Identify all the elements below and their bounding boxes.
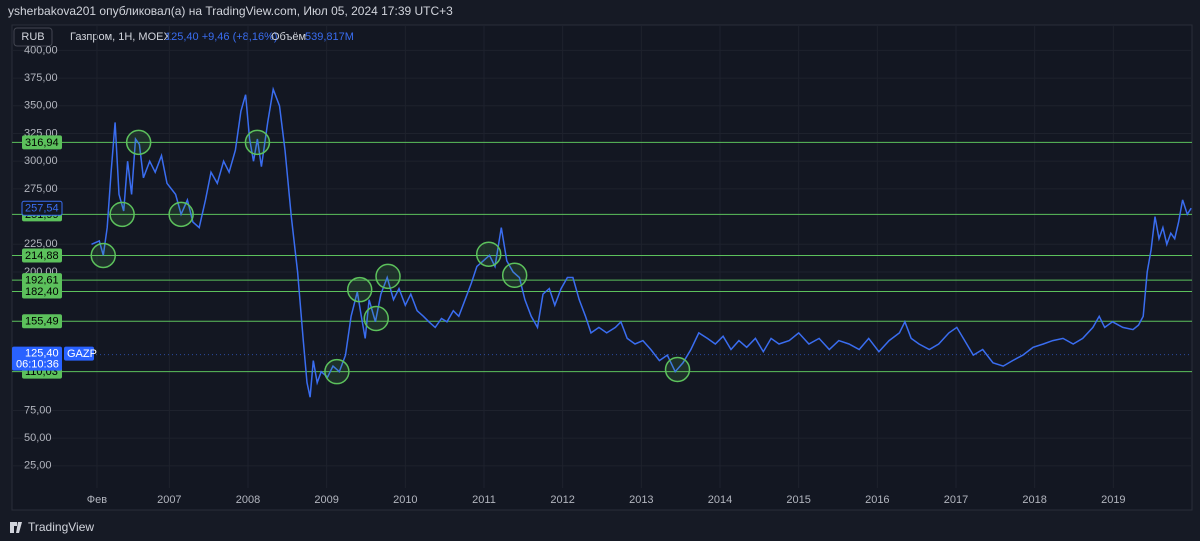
highlight-circle: [244, 129, 271, 156]
y-tick-label: 275,00: [24, 183, 58, 195]
highlight-circle: [501, 262, 528, 289]
highlight-circle: [346, 276, 373, 303]
countdown: 06:10:36: [16, 359, 59, 371]
symbol-bg: [64, 346, 94, 361]
level-label: 155,49: [25, 316, 59, 328]
x-tick-label: 2019: [1101, 494, 1125, 506]
footer: TradingView: [28, 520, 94, 534]
highlight-circle: [109, 201, 135, 228]
x-tick-label: 2012: [550, 494, 574, 506]
x-tick-label: Фев: [87, 494, 107, 506]
footer-logo: [10, 522, 22, 533]
level-label: 214,88: [25, 250, 59, 262]
y-tick-label: 400,00: [24, 44, 58, 56]
x-tick-label: 2010: [393, 494, 417, 506]
highlight-circle: [475, 241, 502, 267]
x-tick-label: 2018: [1022, 494, 1046, 506]
y-tick-label: 75,00: [24, 404, 52, 416]
symbol-label: GAZP: [67, 348, 97, 360]
level-label: 316,94: [25, 137, 59, 149]
header: ysherbakova201 опубликовал(а) на Trading…: [8, 4, 453, 18]
last-value-label: 257,54: [25, 203, 59, 215]
highlight-circle: [375, 263, 401, 290]
highlight-circle: [363, 305, 389, 332]
level-label: 192,61: [25, 275, 59, 287]
volume: 539,817M: [305, 31, 354, 43]
highlight-circle: [664, 356, 691, 383]
y-tick-label: 50,00: [24, 432, 52, 444]
highlight-circle: [324, 358, 350, 385]
y-tick-label: 375,00: [24, 72, 58, 84]
quote: 125,40 +9,46 (+8,16%): [165, 31, 278, 43]
current-price-label: 125,40: [25, 348, 59, 360]
currency-box[interactable]: [13, 27, 53, 47]
x-tick-label: 2007: [157, 494, 181, 506]
volume-label: Объём: [271, 31, 306, 43]
x-tick-label: 2011: [472, 494, 496, 506]
x-tick-label: 2008: [236, 494, 260, 506]
y-tick-label: 300,00: [24, 155, 58, 167]
level-label-bg: [22, 273, 62, 288]
x-tick-label: 2013: [629, 494, 653, 506]
last-value-bg: [21, 200, 63, 216]
current-price-bg: [12, 346, 62, 371]
highlight-circle: [90, 242, 117, 269]
level-label: 182,40: [25, 286, 59, 298]
level-label-bg: [22, 314, 62, 329]
logo-icon: [10, 522, 22, 533]
x-tick-label: 2014: [708, 494, 732, 506]
x-tick-label: 2009: [314, 494, 338, 506]
instrument: Газпром, 1Н, MOEX: [70, 31, 171, 43]
y-tick-label: 350,00: [24, 100, 58, 112]
highlight-circle: [125, 129, 152, 156]
level-label-bg: [22, 248, 62, 263]
level-label-bg: [22, 284, 62, 299]
y-tick-label: 25,00: [24, 460, 52, 472]
price-line: [91, 86, 1192, 398]
level-label-bg: [22, 135, 62, 150]
x-tick-label: 2015: [786, 494, 810, 506]
x-tick-label: 2017: [944, 494, 968, 506]
highlight-circle: [168, 201, 194, 228]
x-tick-label: 2016: [865, 494, 889, 506]
y-tick-label: 225,00: [24, 238, 58, 250]
plot-area: [11, 24, 1193, 511]
currency[interactable]: RUB: [21, 31, 44, 43]
